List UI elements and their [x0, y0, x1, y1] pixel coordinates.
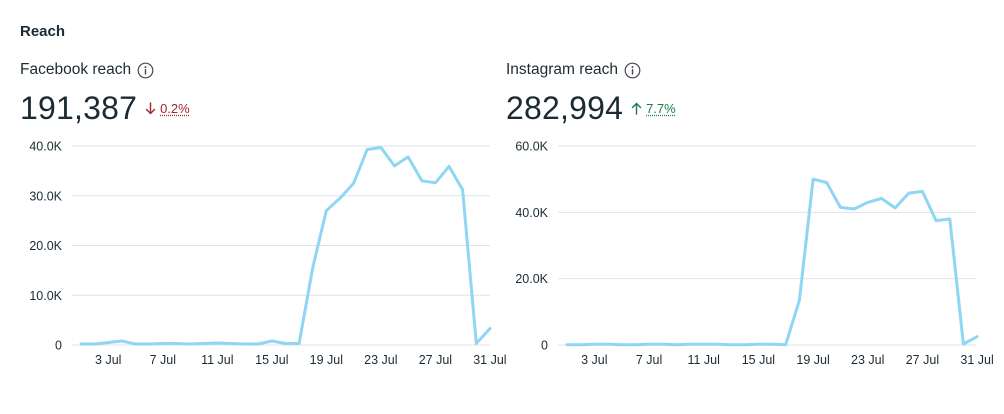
series-line[interactable] [565, 177, 979, 347]
x-tick-label: 7 Jul [636, 353, 662, 367]
x-tick-label: 31 Jul [473, 353, 506, 367]
x-tick-label: 3 Jul [95, 353, 121, 367]
facebook-reach-panel: Facebook reach 191,387 0.2% 0 10.0K 20.0K 3… [0, 0, 507, 414]
facebook-reach-value: 191,387 [20, 90, 138, 126]
instagram-reach-label-row: Instagram reach [506, 61, 641, 79]
facebook-reach-chart: 0 10.0K 20.0K 30.0K 40.0K 3 Jul 7 Jul 11 Jul 15 … [29, 140, 506, 368]
x-tick-label: 27 Jul [906, 353, 939, 367]
instagram-reach-delta[interactable]: 7.7% [631, 101, 676, 116]
arrow-up-icon [631, 102, 642, 115]
y-tick-label: 40.0K [515, 206, 548, 220]
y-tick-label: 40.0K [29, 140, 62, 154]
x-tick-label: 31 Jul [960, 353, 993, 367]
y-tick-label: 10.0K [29, 289, 62, 303]
instagram-reach-chart: 0 20.0K 40.0K 60.0K 3 Jul 7 Jul 11 Jul 15 Jul 19… [515, 140, 993, 368]
y-tick-label: 30.0K [29, 189, 62, 203]
x-tick-label: 27 Jul [419, 353, 452, 367]
x-tick-label: 19 Jul [796, 353, 829, 367]
y-tick-label: 20.0K [29, 239, 62, 253]
x-tick-label: 23 Jul [851, 353, 884, 367]
y-tick-label: 60.0K [515, 140, 548, 154]
x-tick-label: 11 Jul [687, 353, 719, 367]
x-tick-label: 15 Jul [742, 353, 775, 367]
x-tick-label: 7 Jul [150, 353, 176, 367]
facebook-reach-delta-value: 0.2% [160, 101, 190, 116]
x-tick-label: 23 Jul [364, 353, 397, 367]
instagram-reach-value: 282,994 [506, 90, 624, 126]
instagram-reach-panel: Instagram reach 282,994 7.7% 0 20.0K 40.0K… [486, 0, 1004, 414]
arrow-down-icon [145, 102, 156, 115]
instagram-reach-label: Instagram reach [506, 61, 618, 78]
facebook-reach-value-row: 191,387 0.2% [20, 90, 190, 127]
instagram-reach-delta-value: 7.7% [646, 101, 676, 116]
y-tick-label: 0 [541, 339, 548, 353]
series-line[interactable] [79, 146, 492, 346]
info-circle-icon[interactable] [137, 62, 154, 79]
facebook-reach-label-row: Facebook reach [20, 61, 154, 79]
x-tick-label: 11 Jul [201, 353, 233, 367]
y-tick-label: 0 [55, 339, 62, 353]
x-tick-label: 19 Jul [310, 353, 343, 367]
x-tick-label: 15 Jul [255, 353, 288, 367]
facebook-reach-delta[interactable]: 0.2% [145, 101, 190, 116]
instagram-reach-value-row: 282,994 7.7% [506, 90, 676, 127]
info-circle-icon[interactable] [624, 62, 641, 79]
y-tick-label: 20.0K [515, 272, 548, 286]
facebook-reach-label: Facebook reach [20, 61, 132, 78]
x-tick-label: 3 Jul [581, 353, 607, 367]
section-title: Reach [20, 23, 66, 40]
